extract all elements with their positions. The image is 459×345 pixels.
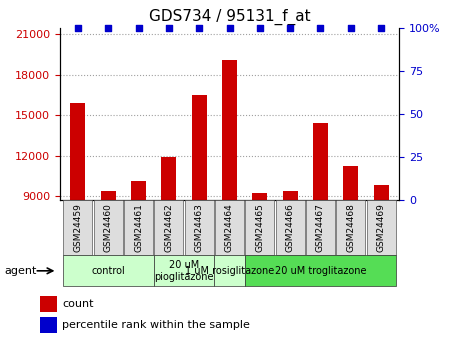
Bar (101, 191, 116, 200)
FancyBboxPatch shape (214, 255, 245, 286)
Text: count: count (62, 299, 94, 309)
Text: 1 uM rosiglitazone: 1 uM rosiglitazone (185, 266, 274, 276)
Bar (40, 317, 56, 333)
Bar (40, 296, 56, 312)
Point (377, 25, 385, 30)
Text: GSM24465: GSM24465 (255, 203, 264, 252)
Bar (252, 193, 268, 200)
Point (196, 25, 203, 30)
Bar (191, 95, 207, 200)
Text: GSM24461: GSM24461 (134, 203, 143, 252)
Text: GSM24469: GSM24469 (377, 203, 386, 252)
FancyBboxPatch shape (336, 200, 365, 255)
FancyBboxPatch shape (367, 200, 396, 255)
FancyBboxPatch shape (275, 200, 305, 255)
Bar (131, 181, 146, 200)
Point (256, 25, 263, 30)
Text: GSM24460: GSM24460 (104, 203, 113, 252)
Bar (343, 166, 358, 200)
Point (105, 25, 112, 30)
Point (135, 25, 142, 30)
FancyBboxPatch shape (124, 200, 153, 255)
Point (165, 25, 173, 30)
Text: percentile rank within the sample: percentile rank within the sample (62, 320, 250, 330)
FancyBboxPatch shape (215, 200, 244, 255)
FancyBboxPatch shape (94, 200, 123, 255)
Bar (161, 157, 176, 200)
Bar (374, 185, 389, 200)
FancyBboxPatch shape (185, 200, 214, 255)
Title: GDS734 / 95131_f_at: GDS734 / 95131_f_at (149, 9, 310, 25)
Point (347, 25, 354, 30)
FancyBboxPatch shape (154, 200, 184, 255)
Point (74, 25, 82, 30)
Point (286, 25, 294, 30)
Text: control: control (91, 266, 125, 276)
Text: GSM24459: GSM24459 (73, 203, 82, 252)
Text: GSM24467: GSM24467 (316, 203, 325, 252)
Text: 20 uM
pioglitazone: 20 uM pioglitazone (154, 260, 214, 282)
Bar (222, 60, 237, 200)
FancyBboxPatch shape (245, 200, 274, 255)
Point (226, 25, 233, 30)
Bar (283, 191, 298, 200)
Text: GSM24468: GSM24468 (346, 203, 355, 252)
FancyBboxPatch shape (154, 255, 214, 286)
FancyBboxPatch shape (63, 255, 154, 286)
Bar (313, 123, 328, 200)
Text: GSM24462: GSM24462 (164, 203, 174, 252)
Text: GSM24466: GSM24466 (285, 203, 295, 252)
Text: agent: agent (5, 266, 37, 276)
Text: 20 uM troglitazone: 20 uM troglitazone (275, 266, 366, 276)
FancyBboxPatch shape (63, 200, 92, 255)
FancyBboxPatch shape (306, 200, 335, 255)
Bar (70, 103, 85, 200)
Point (317, 25, 324, 30)
Text: GSM24463: GSM24463 (195, 203, 204, 252)
FancyBboxPatch shape (245, 255, 396, 286)
Text: GSM24464: GSM24464 (225, 203, 234, 252)
